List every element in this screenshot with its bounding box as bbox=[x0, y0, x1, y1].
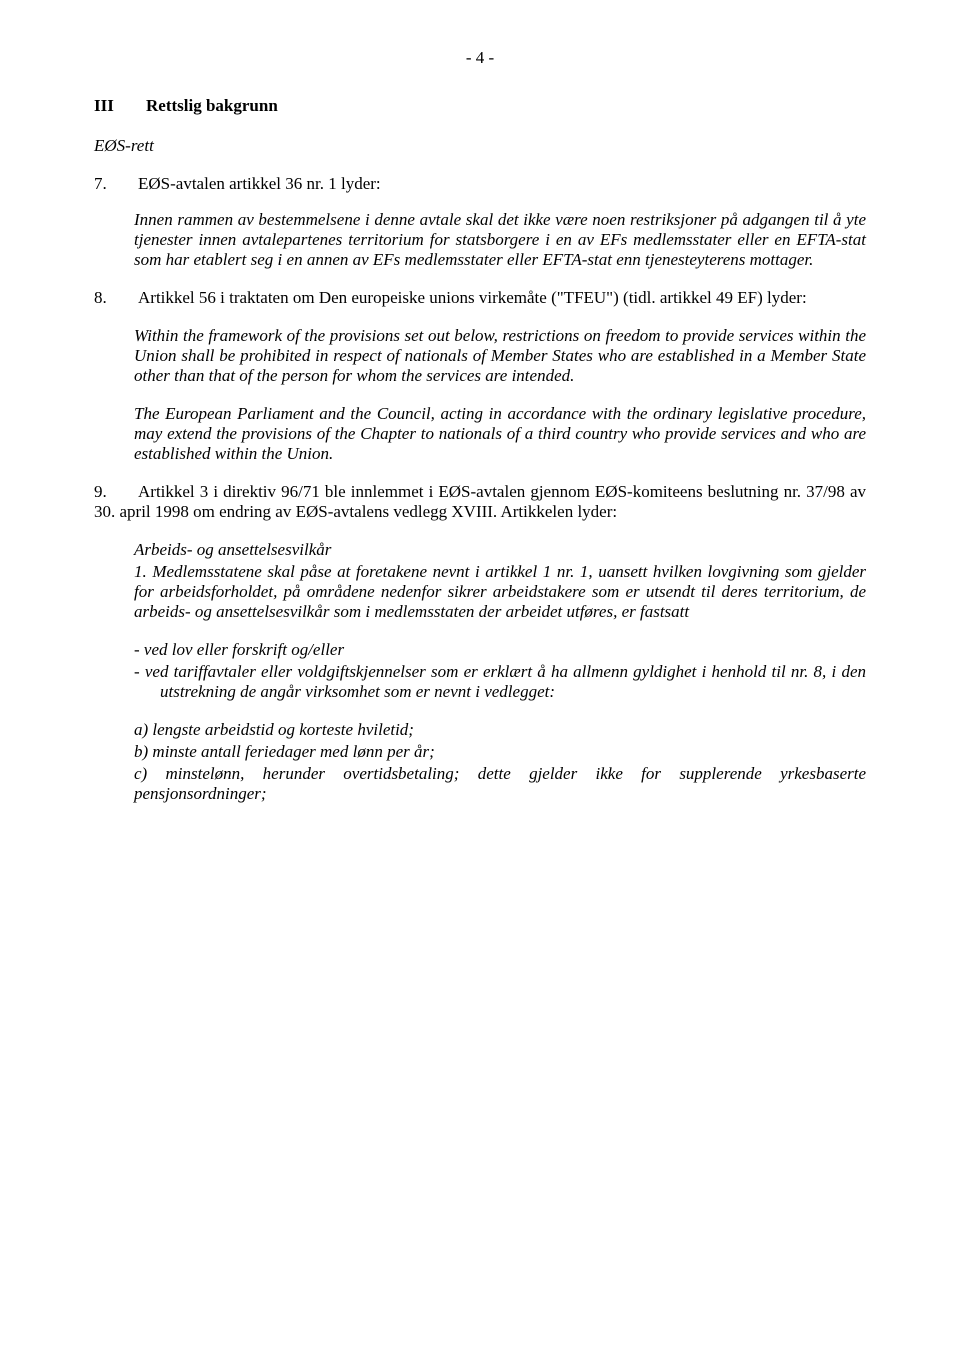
section-title: Rettslig bakgrunn bbox=[146, 96, 278, 115]
quote-9-body: 1. Medlemsstatene skal påse at foretaken… bbox=[134, 562, 866, 622]
page-number: - 4 - bbox=[94, 48, 866, 68]
dash-item-2: - ved tariffavtaler eller voldgiftskjenn… bbox=[134, 662, 866, 702]
para-8-text: Artikkel 56 i traktaten om Den europeisk… bbox=[138, 288, 807, 307]
quote-tfeu-56-b: The European Parliament and the Council,… bbox=[134, 404, 866, 464]
dash-list: - ved lov eller forskrift og/eller - ved… bbox=[134, 640, 866, 702]
paragraph-7: 7.EØS-avtalen artikkel 36 nr. 1 lyder: bbox=[94, 174, 866, 194]
section-roman: III bbox=[94, 96, 146, 116]
para-9-text: Artikkel 3 i direktiv 96/71 ble innlemme… bbox=[94, 482, 866, 521]
letter-item-b: b) minste antall feriedager med lønn per… bbox=[134, 742, 866, 762]
quote-article-36: Innen rammen av bestemmelsene i denne av… bbox=[134, 210, 866, 270]
paragraph-9: 9.Artikkel 3 i direktiv 96/71 ble innlem… bbox=[94, 482, 866, 522]
para-num-7: 7. bbox=[94, 174, 138, 194]
letter-list: a) lengste arbeidstid og korteste hvilet… bbox=[134, 720, 866, 804]
letter-item-c: c) minstelønn, herunder overtidsbetaling… bbox=[134, 764, 866, 804]
para-num-9: 9. bbox=[94, 482, 138, 502]
subheading-eos-rett: EØS-rett bbox=[94, 136, 866, 156]
section-heading: IIIRettslig bakgrunn bbox=[94, 96, 866, 116]
quote-tfeu-56-a: Within the framework of the provisions s… bbox=[134, 326, 866, 386]
paragraph-8: 8.Artikkel 56 i traktaten om Den europei… bbox=[94, 288, 866, 308]
letter-item-a: a) lengste arbeidstid og korteste hvilet… bbox=[134, 720, 866, 740]
para-num-8: 8. bbox=[94, 288, 138, 308]
dash-item-1: - ved lov eller forskrift og/eller bbox=[134, 640, 866, 660]
quote-9-heading: Arbeids- og ansettelsesvilkår bbox=[134, 540, 866, 560]
para-7-text: EØS-avtalen artikkel 36 nr. 1 lyder: bbox=[138, 174, 381, 193]
